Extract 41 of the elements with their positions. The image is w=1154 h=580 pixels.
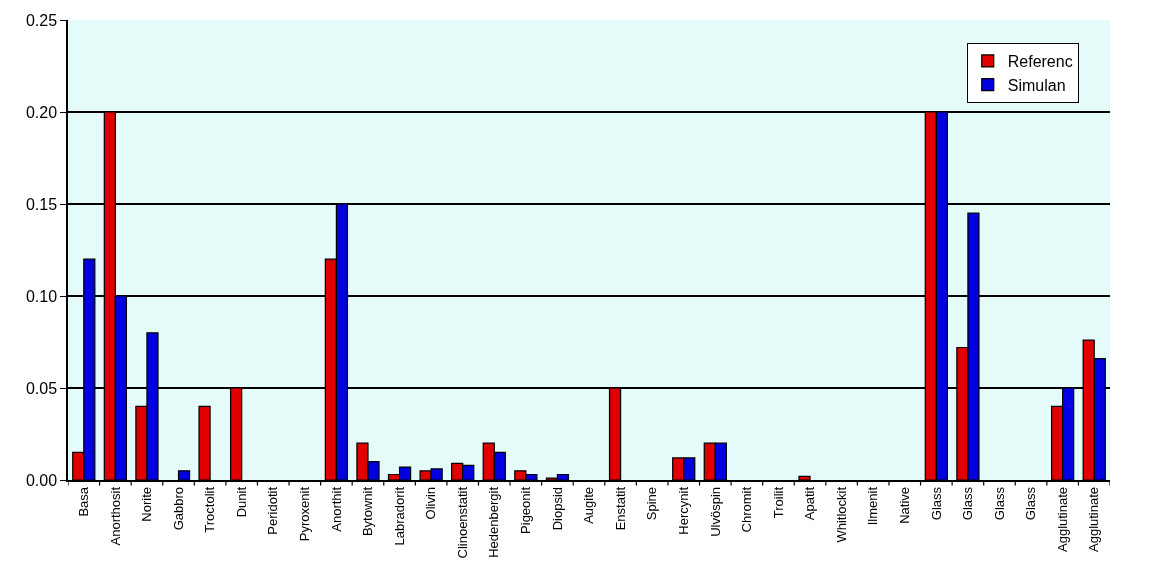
y-tick-label: 0.10: [25, 287, 58, 305]
y-tick-label: 0.05: [25, 379, 58, 397]
y-tick-label: 0.20: [25, 103, 58, 121]
x-tick-label: Basa: [76, 486, 92, 517]
x-tick-label: Anorthosit: [107, 486, 123, 546]
x-tick-label: Bytownit: [360, 486, 376, 537]
x-tick-label: Glass: [928, 486, 944, 521]
x-tick-label: Agglutinate: [1086, 486, 1102, 553]
x-tick-label: Pigeonit: [518, 486, 534, 534]
x-tick-label: Norite: [139, 486, 155, 522]
x-tick-label: Peridotit: [265, 486, 281, 535]
x-tick-label: Ilmenit: [865, 486, 881, 526]
x-tick-label: Glass: [960, 486, 976, 521]
x-tick-label: Glass: [1023, 486, 1039, 521]
x-tick-label: Ulvöspin: [707, 486, 723, 537]
x-tick-label: Clinoenstatit: [454, 486, 470, 559]
y-tick-label: 0.25: [25, 11, 58, 29]
x-tick-label: Troctolit: [202, 486, 218, 533]
x-tick-label: Olivin: [423, 486, 439, 520]
x-tick-label: Anorthit: [328, 486, 344, 532]
x-tick-label: Labradorit: [391, 486, 407, 546]
x-tick-label: Enstatit: [612, 486, 628, 531]
x-tick-label: Hedenbergit: [486, 486, 502, 558]
x-tick-label: Native: [896, 486, 912, 524]
x-tick-label: Whitlockit: [833, 486, 849, 543]
x-tick-label: Glass: [991, 486, 1007, 521]
y-tick-label: 0.15: [25, 195, 58, 213]
x-tick-label: Troilit: [770, 486, 786, 519]
x-tick-label: Spine: [644, 486, 660, 521]
x-tick-label: Diopsid: [549, 486, 565, 531]
legend-label: Referenc: [1007, 53, 1073, 71]
x-tick-label: Dunit: [233, 486, 249, 518]
y-tick-label: 0.00: [25, 471, 58, 489]
x-tick-label: Augite: [581, 486, 597, 524]
x-tick-label: Apatit: [802, 486, 818, 521]
x-tick-label: Hercynit: [675, 486, 691, 535]
x-tick-label: Chromit: [739, 486, 755, 533]
legend-label: Simulan: [1007, 76, 1066, 94]
x-tick-label: Pyroxenit: [297, 486, 313, 542]
x-tick-label: Gabbro: [170, 486, 186, 531]
x-tick-label: Agglutinate: [1054, 486, 1070, 553]
